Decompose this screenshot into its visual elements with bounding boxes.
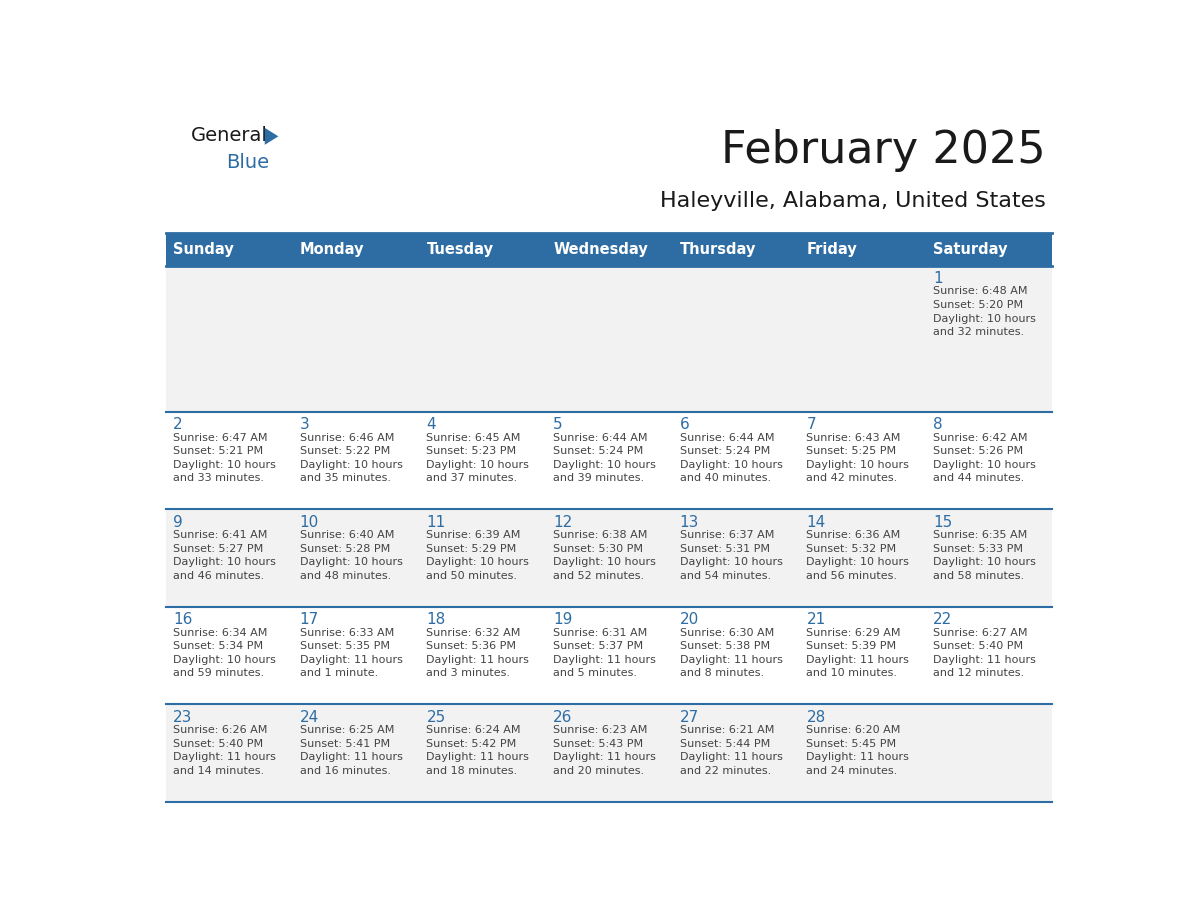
Text: 7: 7 (807, 418, 816, 432)
Text: Sunrise: 6:36 AM
Sunset: 5:32 PM
Daylight: 10 hours
and 56 minutes.: Sunrise: 6:36 AM Sunset: 5:32 PM Dayligh… (807, 530, 909, 581)
Text: Sunrise: 6:39 AM
Sunset: 5:29 PM
Daylight: 10 hours
and 50 minutes.: Sunrise: 6:39 AM Sunset: 5:29 PM Dayligh… (426, 530, 530, 581)
Text: 27: 27 (680, 710, 699, 724)
Text: 2: 2 (173, 418, 183, 432)
Text: Friday: Friday (807, 242, 858, 257)
Bar (165, 265, 1053, 412)
Text: 16: 16 (173, 612, 192, 627)
Text: Sunrise: 6:42 AM
Sunset: 5:26 PM
Daylight: 10 hours
and 44 minutes.: Sunrise: 6:42 AM Sunset: 5:26 PM Dayligh… (933, 432, 1036, 484)
Text: 1: 1 (933, 271, 943, 286)
Bar (165, 607, 1053, 704)
Text: 23: 23 (173, 710, 192, 724)
Text: Sunrise: 6:27 AM
Sunset: 5:40 PM
Daylight: 11 hours
and 12 minutes.: Sunrise: 6:27 AM Sunset: 5:40 PM Dayligh… (933, 628, 1036, 678)
Text: 21: 21 (807, 612, 826, 627)
Text: 9: 9 (173, 515, 183, 530)
Text: Wednesday: Wednesday (554, 242, 647, 257)
Text: Saturday: Saturday (933, 242, 1007, 257)
Text: Blue: Blue (226, 152, 270, 172)
Text: 18: 18 (426, 612, 446, 627)
Text: Sunrise: 6:33 AM
Sunset: 5:35 PM
Daylight: 11 hours
and 1 minute.: Sunrise: 6:33 AM Sunset: 5:35 PM Dayligh… (299, 628, 403, 678)
Bar (165, 412, 1053, 509)
Text: Sunrise: 6:24 AM
Sunset: 5:42 PM
Daylight: 11 hours
and 18 minutes.: Sunrise: 6:24 AM Sunset: 5:42 PM Dayligh… (426, 725, 530, 776)
Text: 8: 8 (933, 418, 943, 432)
Text: 5: 5 (554, 418, 563, 432)
Text: Sunrise: 6:25 AM
Sunset: 5:41 PM
Daylight: 11 hours
and 16 minutes.: Sunrise: 6:25 AM Sunset: 5:41 PM Dayligh… (299, 725, 403, 776)
Text: Sunday: Sunday (173, 242, 234, 257)
Text: Sunrise: 6:21 AM
Sunset: 5:44 PM
Daylight: 11 hours
and 22 minutes.: Sunrise: 6:21 AM Sunset: 5:44 PM Dayligh… (680, 725, 783, 776)
Text: Thursday: Thursday (680, 242, 756, 257)
Text: 14: 14 (807, 515, 826, 530)
Text: 10: 10 (299, 515, 320, 530)
Text: 13: 13 (680, 515, 700, 530)
Text: 4: 4 (426, 418, 436, 432)
Text: Haleyville, Alabama, United States: Haleyville, Alabama, United States (661, 191, 1045, 211)
Text: Sunrise: 6:23 AM
Sunset: 5:43 PM
Daylight: 11 hours
and 20 minutes.: Sunrise: 6:23 AM Sunset: 5:43 PM Dayligh… (554, 725, 656, 776)
Text: 20: 20 (680, 612, 699, 627)
Text: 25: 25 (426, 710, 446, 724)
Text: Sunrise: 6:29 AM
Sunset: 5:39 PM
Daylight: 11 hours
and 10 minutes.: Sunrise: 6:29 AM Sunset: 5:39 PM Dayligh… (807, 628, 909, 678)
Text: Sunrise: 6:30 AM
Sunset: 5:38 PM
Daylight: 11 hours
and 8 minutes.: Sunrise: 6:30 AM Sunset: 5:38 PM Dayligh… (680, 628, 783, 678)
Text: 19: 19 (554, 612, 573, 627)
Text: 22: 22 (933, 612, 953, 627)
Text: 24: 24 (299, 710, 320, 724)
Text: Tuesday: Tuesday (426, 242, 493, 257)
Text: Sunrise: 6:38 AM
Sunset: 5:30 PM
Daylight: 10 hours
and 52 minutes.: Sunrise: 6:38 AM Sunset: 5:30 PM Dayligh… (554, 530, 656, 581)
Text: Sunrise: 6:35 AM
Sunset: 5:33 PM
Daylight: 10 hours
and 58 minutes.: Sunrise: 6:35 AM Sunset: 5:33 PM Dayligh… (933, 530, 1036, 581)
Text: Sunrise: 6:46 AM
Sunset: 5:22 PM
Daylight: 10 hours
and 35 minutes.: Sunrise: 6:46 AM Sunset: 5:22 PM Dayligh… (299, 432, 403, 484)
Text: Sunrise: 6:40 AM
Sunset: 5:28 PM
Daylight: 10 hours
and 48 minutes.: Sunrise: 6:40 AM Sunset: 5:28 PM Dayligh… (299, 530, 403, 581)
Text: Sunrise: 6:43 AM
Sunset: 5:25 PM
Daylight: 10 hours
and 42 minutes.: Sunrise: 6:43 AM Sunset: 5:25 PM Dayligh… (807, 432, 909, 484)
Text: Sunrise: 6:44 AM
Sunset: 5:24 PM
Daylight: 10 hours
and 40 minutes.: Sunrise: 6:44 AM Sunset: 5:24 PM Dayligh… (680, 432, 783, 484)
Text: 6: 6 (680, 418, 689, 432)
Text: 17: 17 (299, 612, 320, 627)
Text: Sunrise: 6:41 AM
Sunset: 5:27 PM
Daylight: 10 hours
and 46 minutes.: Sunrise: 6:41 AM Sunset: 5:27 PM Dayligh… (173, 530, 276, 581)
Text: 15: 15 (933, 515, 953, 530)
Text: Sunrise: 6:26 AM
Sunset: 5:40 PM
Daylight: 11 hours
and 14 minutes.: Sunrise: 6:26 AM Sunset: 5:40 PM Dayligh… (173, 725, 276, 776)
Text: Sunrise: 6:34 AM
Sunset: 5:34 PM
Daylight: 10 hours
and 59 minutes.: Sunrise: 6:34 AM Sunset: 5:34 PM Dayligh… (173, 628, 276, 678)
Text: 28: 28 (807, 710, 826, 724)
Polygon shape (265, 128, 278, 145)
Bar (165, 233, 1053, 265)
Text: Sunrise: 6:37 AM
Sunset: 5:31 PM
Daylight: 10 hours
and 54 minutes.: Sunrise: 6:37 AM Sunset: 5:31 PM Dayligh… (680, 530, 783, 581)
Text: Monday: Monday (299, 242, 365, 257)
Text: General: General (191, 126, 268, 145)
Bar (165, 509, 1053, 607)
Text: Sunrise: 6:48 AM
Sunset: 5:20 PM
Daylight: 10 hours
and 32 minutes.: Sunrise: 6:48 AM Sunset: 5:20 PM Dayligh… (933, 286, 1036, 337)
Text: Sunrise: 6:45 AM
Sunset: 5:23 PM
Daylight: 10 hours
and 37 minutes.: Sunrise: 6:45 AM Sunset: 5:23 PM Dayligh… (426, 432, 530, 484)
Text: Sunrise: 6:47 AM
Sunset: 5:21 PM
Daylight: 10 hours
and 33 minutes.: Sunrise: 6:47 AM Sunset: 5:21 PM Dayligh… (173, 432, 276, 484)
Text: Sunrise: 6:20 AM
Sunset: 5:45 PM
Daylight: 11 hours
and 24 minutes.: Sunrise: 6:20 AM Sunset: 5:45 PM Dayligh… (807, 725, 909, 776)
Bar (165, 704, 1053, 801)
Text: February 2025: February 2025 (721, 129, 1045, 173)
Text: 11: 11 (426, 515, 446, 530)
Text: 3: 3 (299, 418, 310, 432)
Text: Sunrise: 6:44 AM
Sunset: 5:24 PM
Daylight: 10 hours
and 39 minutes.: Sunrise: 6:44 AM Sunset: 5:24 PM Dayligh… (554, 432, 656, 484)
Text: 12: 12 (554, 515, 573, 530)
Text: 26: 26 (554, 710, 573, 724)
Text: Sunrise: 6:31 AM
Sunset: 5:37 PM
Daylight: 11 hours
and 5 minutes.: Sunrise: 6:31 AM Sunset: 5:37 PM Dayligh… (554, 628, 656, 678)
Text: Sunrise: 6:32 AM
Sunset: 5:36 PM
Daylight: 11 hours
and 3 minutes.: Sunrise: 6:32 AM Sunset: 5:36 PM Dayligh… (426, 628, 530, 678)
